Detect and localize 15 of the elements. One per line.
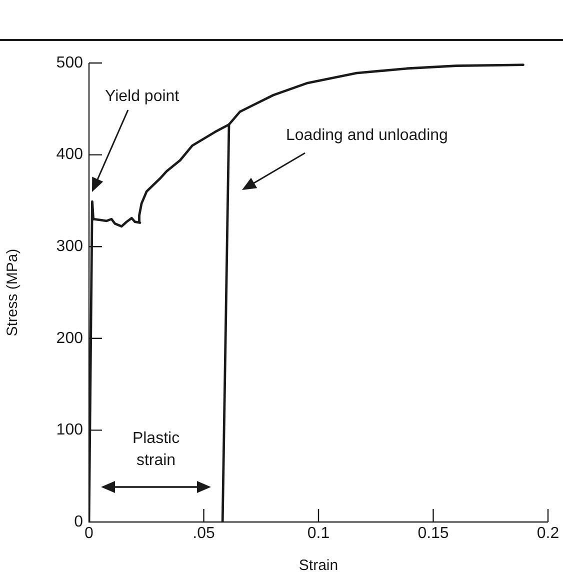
y-tick-label: 100 <box>56 422 84 439</box>
annotation: Plastic strain <box>131 429 181 471</box>
x-tick-label: 0.2 <box>536 525 560 542</box>
x-tick-label: .05 <box>192 525 215 542</box>
x-tick-label: 0.1 <box>307 525 330 542</box>
x-tick-label: 0.15 <box>418 525 449 542</box>
annotation: Yield point <box>105 87 180 107</box>
y-axis-title: Stress (MPa) <box>4 248 22 336</box>
y-tick-label: 400 <box>56 146 84 164</box>
y-tick-label: 200 <box>56 330 84 347</box>
x-axis-title: Strain <box>298 557 338 574</box>
y-tick-label: 500 <box>56 54 84 72</box>
y-tick-label: 0 <box>74 513 84 530</box>
y-tick-label: 300 <box>56 238 84 256</box>
annotation: Loading and unloading <box>286 126 449 146</box>
